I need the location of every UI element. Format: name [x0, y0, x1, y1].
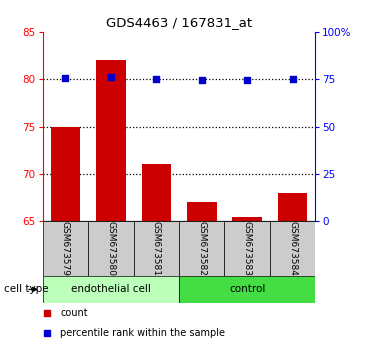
Point: [153, 76, 159, 82]
Bar: [134, 221, 179, 276]
Point: [44, 330, 50, 336]
Point: [290, 76, 296, 82]
Point: [244, 77, 250, 83]
Text: count: count: [60, 308, 88, 318]
Point: [44, 310, 50, 316]
Bar: [43, 276, 179, 303]
Bar: [88, 221, 134, 276]
Text: GSM673582: GSM673582: [197, 221, 206, 276]
Text: GSM673579: GSM673579: [61, 221, 70, 276]
Point: [62, 75, 68, 81]
Point: [108, 74, 114, 80]
Bar: [224, 221, 270, 276]
Bar: [270, 221, 315, 276]
Text: cell type: cell type: [4, 284, 48, 295]
Bar: [96, 60, 126, 221]
Bar: [179, 221, 224, 276]
Text: percentile rank within the sample: percentile rank within the sample: [60, 328, 226, 338]
Bar: [278, 193, 308, 221]
Text: GSM673581: GSM673581: [152, 221, 161, 276]
Bar: [141, 164, 171, 221]
Bar: [50, 126, 80, 221]
Title: GDS4463 / 167831_at: GDS4463 / 167831_at: [106, 16, 252, 29]
Bar: [179, 276, 315, 303]
Text: GSM673580: GSM673580: [106, 221, 115, 276]
Text: GSM673584: GSM673584: [288, 221, 297, 276]
Text: endothelial cell: endothelial cell: [71, 284, 151, 295]
Bar: [43, 221, 88, 276]
Bar: [232, 217, 262, 221]
Text: control: control: [229, 284, 265, 295]
Point: [199, 77, 205, 83]
Text: GSM673583: GSM673583: [243, 221, 252, 276]
Bar: [187, 202, 217, 221]
